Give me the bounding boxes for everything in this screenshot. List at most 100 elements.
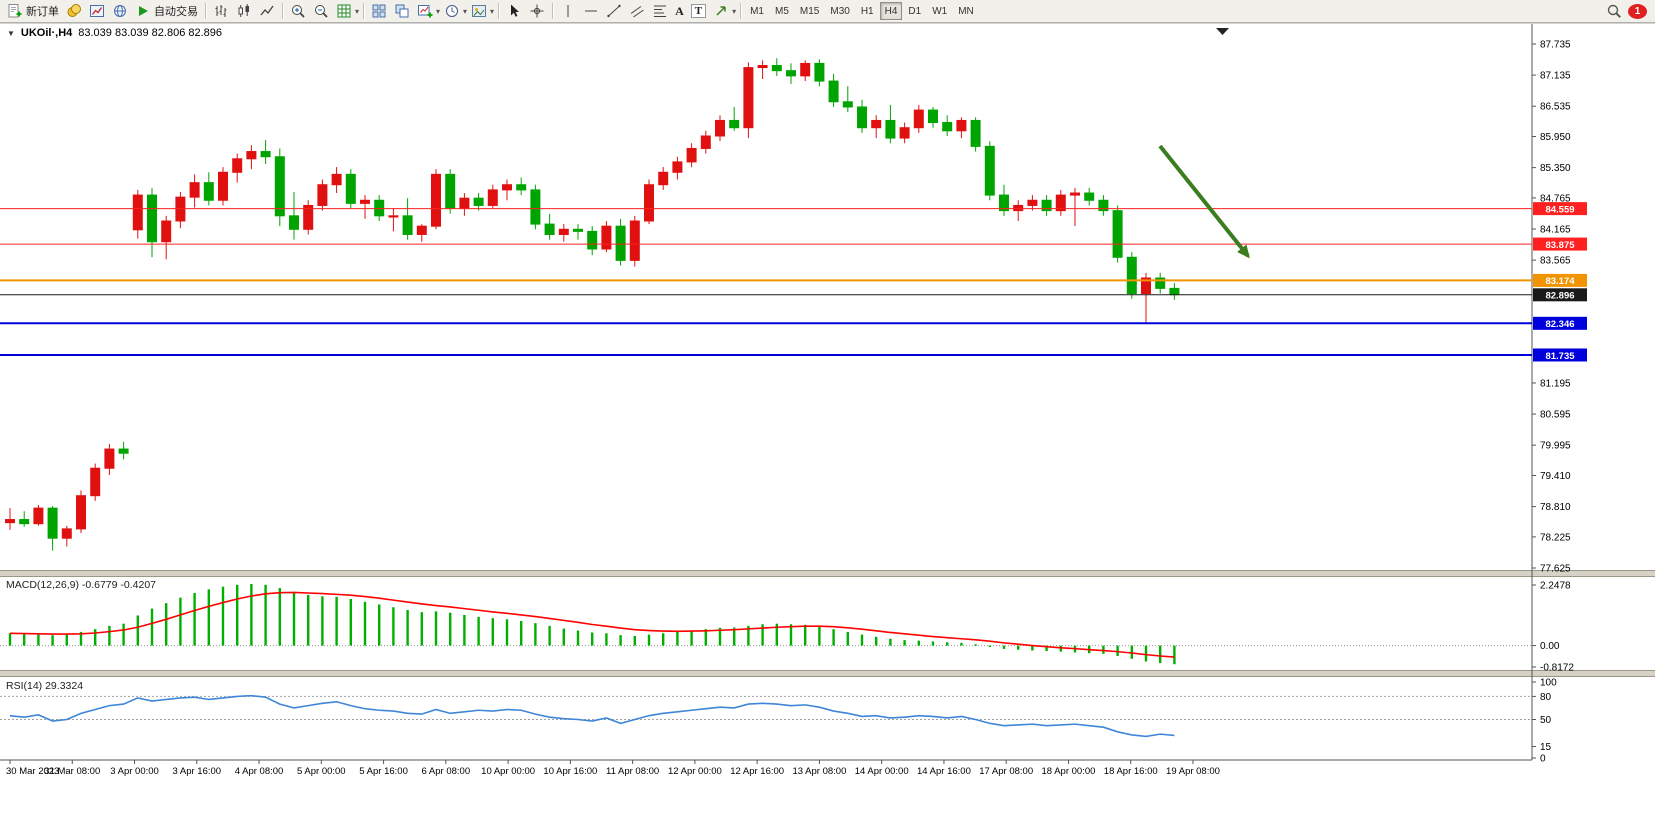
- vertical-line-tool-button[interactable]: [557, 1, 579, 21]
- candle-body: [672, 161, 683, 173]
- candle-body: [871, 119, 882, 129]
- candle-body: [715, 119, 725, 137]
- period-clock-button[interactable]: [441, 1, 463, 21]
- candle-body: [786, 70, 796, 77]
- horizontal-price-lines[interactable]: 84.559 83.875 83.174 82.896 82.346 81.735: [0, 202, 1587, 362]
- time-tick-label: 11 Apr 08:00: [606, 766, 659, 777]
- cursor-tool-button[interactable]: [503, 1, 525, 21]
- grid-dropdown-caret-icon[interactable]: ▾: [355, 6, 360, 16]
- zoom-in-button[interactable]: [287, 1, 309, 21]
- price-line-label-box: [1533, 273, 1587, 287]
- timeframe-m15-button[interactable]: M15: [795, 2, 824, 20]
- text-tool-label: A: [675, 3, 684, 18]
- price-line-label: 82.346: [1545, 319, 1574, 330]
- horizontal-line-tool-button[interactable]: [580, 1, 602, 21]
- text-label-tool-button[interactable]: T: [688, 1, 709, 21]
- panel-separator[interactable]: [0, 670, 1655, 677]
- downtrend-arrow-annotation[interactable]: [1158, 144, 1250, 259]
- candle-body: [388, 215, 399, 218]
- price-line-label: 83.875: [1545, 240, 1575, 251]
- candle-body: [530, 189, 541, 225]
- candle-body: [999, 194, 1009, 212]
- toolbar-separator: [282, 3, 283, 19]
- price-tick-label: 79.995: [1540, 441, 1571, 452]
- cursor-icon: [511, 4, 520, 17]
- new-order-button[interactable]: 新订单: [4, 1, 62, 21]
- timeframe-m30-button[interactable]: M30: [825, 2, 854, 20]
- candle-body: [800, 62, 811, 77]
- bar-chart-mode-button[interactable]: [210, 1, 232, 21]
- timeframe-h4-button[interactable]: H4: [879, 2, 903, 20]
- charts-button[interactable]: [86, 1, 108, 21]
- template-button[interactable]: [468, 1, 490, 21]
- crosshair-tool-button[interactable]: [526, 1, 548, 21]
- channel-tool-button[interactable]: [626, 1, 648, 21]
- new-order-icon: [8, 4, 22, 18]
- candle-body: [502, 184, 512, 191]
- time-tick-label: 10 Apr 00:00: [481, 766, 535, 777]
- chart-window: 87.735 87.135 86.535 85.950 85.350 84.765 84.1…: [0, 22, 1655, 827]
- candle-body: [232, 158, 243, 173]
- candle-body: [33, 507, 44, 525]
- candle-body: [218, 171, 228, 201]
- rsi-axis-label: 0: [1540, 754, 1546, 765]
- arrows-tool-button[interactable]: [710, 1, 732, 21]
- time-tick-label: 17 Apr 08:00: [979, 766, 1033, 777]
- toolbar-separator: [740, 3, 742, 19]
- trendline-icon: [607, 4, 621, 18]
- price-tick-label: 81.195: [1540, 378, 1571, 389]
- chart-canvas[interactable]: 87.735 87.135 86.535 85.950 85.350 84.765 84.1…: [0, 22, 1655, 827]
- toolbar-right-group: 1: [1606, 3, 1651, 19]
- text-tool-button[interactable]: A: [672, 1, 687, 21]
- candle-body: [573, 228, 583, 232]
- candle-body: [729, 119, 740, 129]
- fibonacci-tool-button[interactable]: [649, 1, 671, 21]
- rsi-label: RSI(14) 29.3324: [6, 680, 83, 692]
- cascade-windows-button[interactable]: [391, 1, 413, 21]
- price-line-label-box: [1533, 288, 1587, 302]
- price-tick-label: 85.350: [1540, 163, 1571, 174]
- timeframe-w1-button[interactable]: W1: [927, 2, 952, 20]
- main-toolbar: 新订单 自动交易: [0, 0, 1655, 23]
- candle-body: [984, 145, 995, 196]
- timeframe-m5-button[interactable]: M5: [770, 2, 794, 20]
- new-chart-dropdown-caret-icon[interactable]: ▾: [436, 6, 441, 16]
- timeframe-h1-button[interactable]: H1: [856, 2, 879, 20]
- tile-windows-button[interactable]: [368, 1, 390, 21]
- panel-separator[interactable]: [0, 570, 1655, 577]
- web-button[interactable]: [109, 1, 131, 21]
- macd-panel: MACD(12,26,9) -0.6779 -0.4207 2.2478 0.00 -…: [0, 579, 1574, 674]
- auto-trading-button[interactable]: 自动交易: [132, 1, 201, 21]
- grid-toggle-button[interactable]: [333, 1, 355, 21]
- candle-body: [61, 528, 72, 539]
- trendline-tool-button[interactable]: [603, 1, 625, 21]
- timeframe-d1-button[interactable]: D1: [903, 2, 926, 20]
- timeframe-m1-button[interactable]: M1: [745, 2, 769, 20]
- price-tick-label: 87.135: [1540, 71, 1571, 82]
- candle-body: [658, 171, 669, 186]
- candlestick-mode-button[interactable]: [233, 1, 255, 21]
- candle-body: [700, 135, 711, 149]
- macd-axis-label: 2.2478: [1540, 581, 1571, 592]
- arrows-dropdown-caret-icon[interactable]: ▾: [732, 6, 737, 16]
- timeframe-mn-button[interactable]: MN: [953, 2, 979, 20]
- price-tick-label: 85.950: [1540, 132, 1571, 143]
- search-icon[interactable]: [1606, 3, 1622, 19]
- chart-shift-marker-icon[interactable]: [1216, 28, 1229, 35]
- template-dropdown-caret-icon[interactable]: ▾: [490, 6, 495, 16]
- price-tick-label: 83.565: [1540, 256, 1571, 267]
- candle-body: [317, 184, 328, 206]
- rsi-axis-label: 50: [1540, 715, 1552, 726]
- line-chart-mode-button[interactable]: [256, 1, 278, 21]
- period-dropdown-caret-icon[interactable]: ▾: [463, 6, 468, 16]
- candle-body: [246, 151, 257, 160]
- candle-body: [928, 109, 938, 124]
- zoom-out-button[interactable]: [310, 1, 332, 21]
- zoom-out-icon: [315, 5, 328, 18]
- rsi-panel: RSI(14) 29.3324 100 80 50 150: [0, 678, 1557, 765]
- new-chart-button[interactable]: [414, 1, 436, 21]
- notification-badge[interactable]: 1: [1628, 3, 1647, 19]
- candle-body: [587, 230, 598, 250]
- market-watch-button[interactable]: [63, 1, 85, 21]
- timeframe-toolbar: M1 M5 M15 M30 H1 H4 D1 W1 MN: [745, 2, 979, 20]
